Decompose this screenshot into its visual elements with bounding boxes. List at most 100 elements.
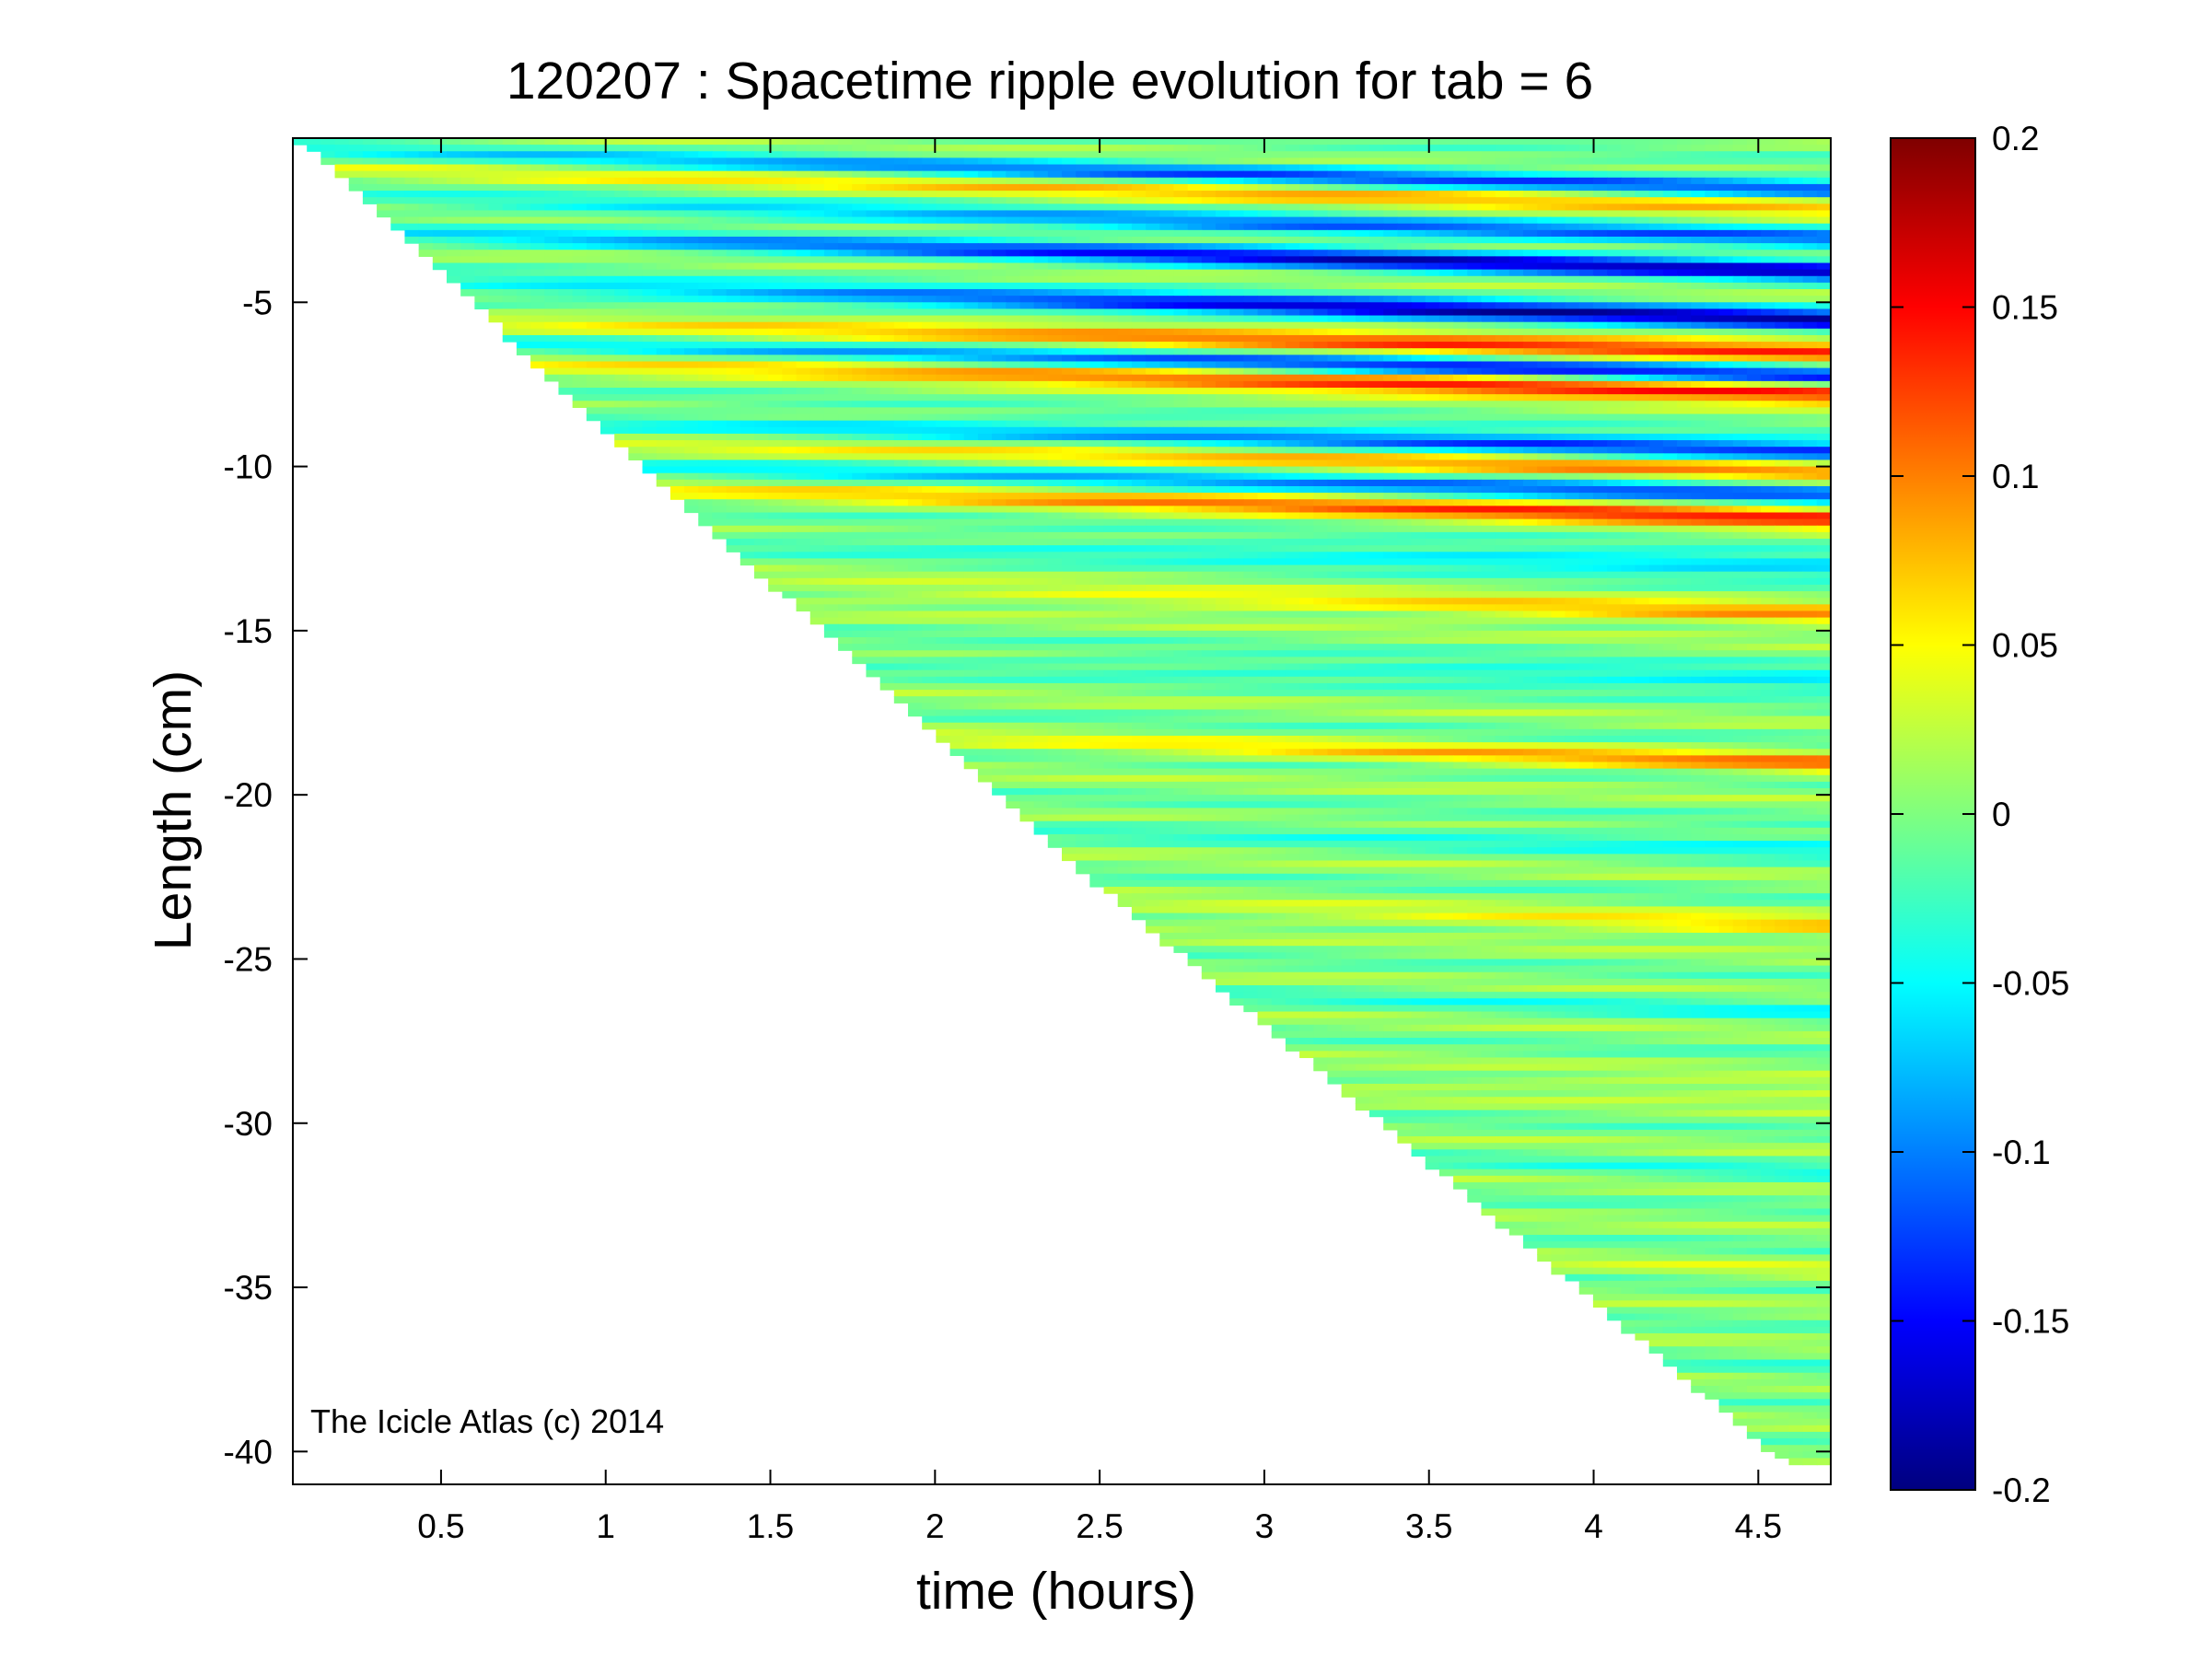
heatmap-cell [796, 302, 811, 310]
heatmap-cell [1761, 157, 1775, 166]
heatmap-cell [1131, 466, 1147, 474]
heatmap-cell [1677, 334, 1692, 343]
heatmap-cell [977, 236, 993, 244]
heatmap-cell [796, 420, 811, 428]
heatmap-cell [1369, 433, 1384, 441]
heatmap-cell [544, 296, 560, 303]
heatmap-cell [922, 170, 937, 179]
heatmap-cell [1033, 348, 1049, 355]
heatmap-cell [1551, 401, 1566, 408]
heatmap-cell [1006, 204, 1021, 212]
heatmap-cell [1103, 447, 1119, 454]
heatmap-cell [1006, 374, 1021, 382]
heatmap-cell [1285, 361, 1300, 369]
heatmap-cell [1746, 407, 1762, 415]
heatmap-cell [1285, 296, 1300, 303]
heatmap-cell [754, 269, 769, 277]
heatmap-cell [739, 183, 755, 192]
heatmap-cell [1551, 426, 1566, 435]
heatmap-cell [1146, 223, 1160, 231]
heatmap-cell [1732, 348, 1748, 355]
heatmap-cell [866, 289, 881, 297]
heatmap-cell [1648, 210, 1664, 218]
heatmap-cell [404, 223, 420, 231]
heatmap-cell [684, 407, 699, 415]
heatmap-cell [1173, 355, 1189, 363]
heatmap-cell [739, 157, 755, 166]
heatmap-cell [1341, 380, 1356, 389]
heatmap-cell [572, 229, 588, 238]
heatmap-cell [1313, 361, 1329, 369]
heatmap-cell [614, 183, 629, 192]
heatmap-cell [1257, 296, 1273, 303]
heatmap-cell [1788, 204, 1804, 212]
heatmap-cell [586, 308, 601, 317]
heatmap-cell [1438, 145, 1454, 152]
heatmap-cell [1425, 459, 1440, 468]
heatmap-cell [1425, 420, 1440, 428]
heatmap-cell [530, 157, 545, 166]
heatmap-cell [1243, 321, 1259, 330]
heatmap-cell [1103, 361, 1119, 369]
heatmap-cell [1006, 170, 1021, 179]
heatmap-cell [1271, 388, 1286, 395]
heatmap-cell [684, 210, 699, 218]
heatmap-cell [936, 183, 951, 192]
heatmap-cell [1705, 216, 1720, 225]
heatmap-cell [1578, 223, 1594, 231]
heatmap-cell [656, 262, 671, 271]
heatmap-cell [1732, 138, 1748, 145]
heatmap-cell [1592, 170, 1608, 179]
heatmap-cell [642, 388, 658, 395]
heatmap-cell [1076, 197, 1090, 204]
heatmap-cell [1397, 355, 1413, 363]
heatmap-cell [1802, 447, 1818, 454]
heatmap-cell [1369, 420, 1384, 428]
heatmap-cell [390, 216, 406, 225]
heatmap-cell [838, 374, 853, 382]
heatmap-cell [1438, 334, 1454, 343]
heatmap-cell [1019, 229, 1035, 238]
heatmap-cell [1592, 210, 1608, 218]
heatmap-cell [782, 367, 797, 376]
heatmap-cell [1607, 210, 1622, 218]
heatmap-cell [1523, 262, 1538, 271]
heatmap-cell [1481, 138, 1496, 145]
heatmap-cell [1216, 204, 1230, 212]
heatmap-cell [1592, 367, 1608, 376]
heatmap-cell [949, 308, 965, 317]
heatmap-cell [628, 342, 644, 349]
heatmap-cell [838, 453, 853, 461]
heatmap-cell [1047, 394, 1063, 401]
heatmap-cell [669, 210, 685, 218]
heatmap-cell [1313, 302, 1329, 310]
heatmap-cell [1397, 145, 1413, 152]
heatmap-cell [992, 388, 1007, 395]
heatmap-cell [1243, 191, 1259, 198]
heatmap-cell [754, 164, 769, 172]
heatmap-cell [1578, 302, 1594, 310]
heatmap-cell [1411, 440, 1426, 448]
heatmap-cell [1551, 380, 1566, 389]
heatmap-cell [1718, 380, 1734, 389]
heatmap-cell [1438, 229, 1454, 238]
heatmap-cell [1677, 407, 1692, 415]
heatmap-cell [1635, 157, 1650, 166]
heatmap-cell [1775, 138, 1790, 145]
heatmap-cell [1662, 138, 1678, 145]
heatmap-cell [1146, 262, 1160, 271]
heatmap-cell [1537, 433, 1552, 441]
heatmap-cell [1438, 321, 1454, 330]
heatmap-cell [1761, 407, 1775, 415]
heatmap-cell [992, 216, 1007, 225]
heatmap-cell [1033, 243, 1049, 250]
heatmap-cell [1508, 197, 1524, 204]
heatmap-cell [488, 170, 504, 179]
heatmap-cell [1327, 472, 1343, 481]
heatmap-cell [586, 394, 601, 401]
heatmap-cell [1257, 256, 1273, 264]
heatmap-cell [1705, 138, 1720, 145]
heatmap-cell [1131, 204, 1147, 212]
heatmap-cell [1076, 256, 1090, 264]
heatmap-cell [1006, 394, 1021, 401]
